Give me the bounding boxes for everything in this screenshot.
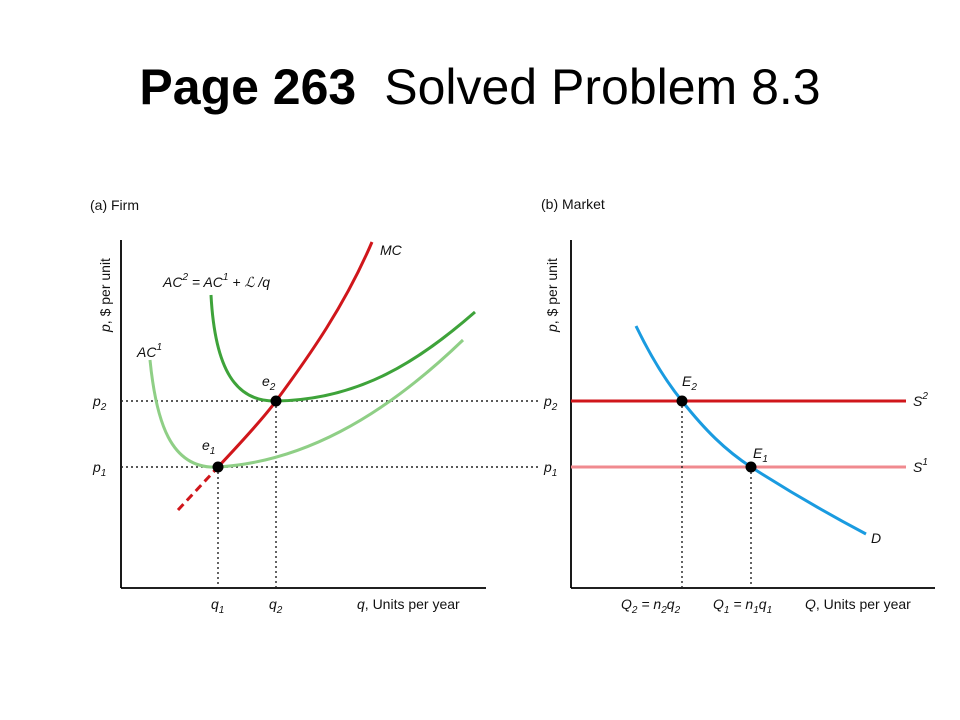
title-rest: Solved Problem 8.3 [384, 59, 821, 115]
s2-label: S2 [913, 391, 928, 409]
tick-q1: q1 [211, 596, 224, 616]
panel-market: (b) Market p, $ per unit E2 E1 S2 S1 D p… [541, 196, 935, 616]
market-tick-p2: p2 [543, 393, 558, 413]
e2-label: e2 [262, 373, 276, 393]
title-bold: Page 263 [139, 59, 357, 115]
panel-a-label: (a) Firm [90, 197, 139, 213]
market-tick-p1: p1 [543, 459, 557, 479]
s1-label: S1 [913, 457, 928, 475]
ac2-label: AC2 = AC1 + ℒ /q [162, 272, 270, 290]
E1-label: E1 [753, 445, 768, 465]
ac2-curve [209, 294, 476, 403]
point-e1 [212, 461, 224, 473]
mc-curve-dashed [176, 465, 220, 512]
E2-label: E2 [682, 373, 697, 393]
market-y-axis-label: p, $ per unit [544, 258, 560, 333]
point-E1 [745, 461, 757, 473]
market-x-axis-label: Q, Units per year [805, 596, 911, 612]
point-E2 [676, 395, 688, 407]
ac1-curve [148, 338, 465, 469]
ac1-label: AC1 [136, 342, 162, 360]
demand-label: D [871, 530, 881, 546]
firm-tick-p1: p1 [92, 459, 106, 479]
panel-firm: (a) Firm p, $ per unit MC AC1 AC2 = AC1 … [90, 197, 538, 616]
panel-b-label: (b) Market [541, 196, 605, 212]
point-e2 [270, 395, 282, 407]
mc-curve [216, 241, 374, 469]
e1-label: e1 [202, 437, 215, 457]
tick-q2: q2 [269, 596, 283, 616]
tick-Q2: Q2 = n2q2 [621, 596, 681, 616]
firm-y-axis-label: p, $ per unit [97, 258, 113, 333]
demand-curve [634, 325, 867, 536]
mc-label: MC [380, 242, 403, 258]
firm-x-axis-label: q, Units per year [357, 596, 460, 612]
tick-Q1: Q1 = n1q1 [713, 596, 772, 616]
page-title: Page 263 Solved Problem 8.3 [0, 58, 960, 116]
firm-tick-p2: p2 [92, 393, 107, 413]
